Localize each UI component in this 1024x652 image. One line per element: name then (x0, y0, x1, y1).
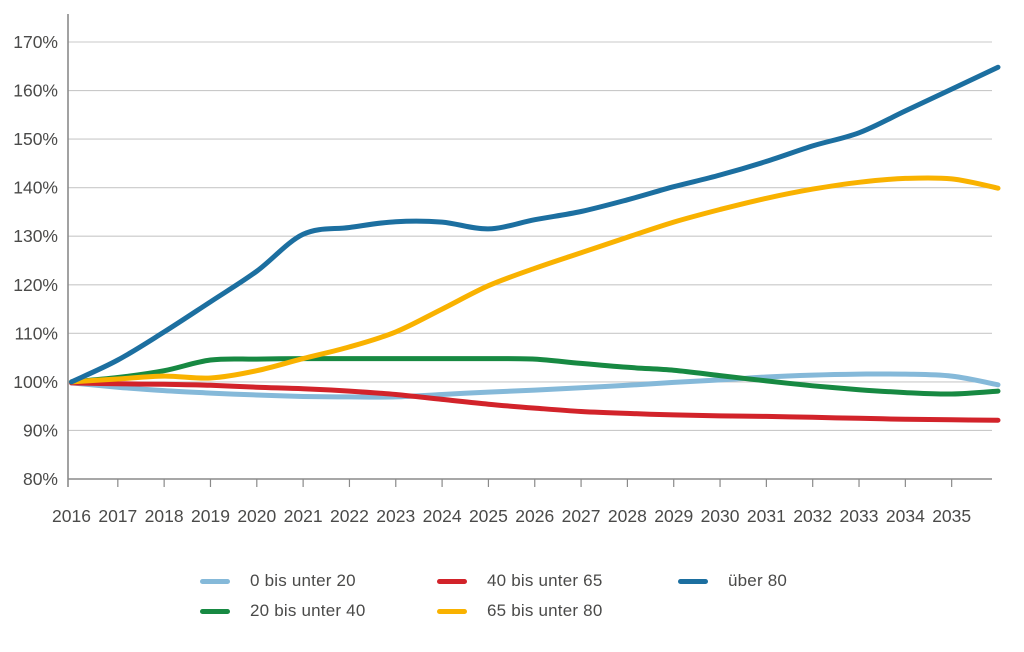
series-line-über-80 (69, 64, 1001, 385)
x-axis-tick-label: 2030 (701, 506, 740, 526)
legend-swatch-dark-blue (678, 578, 708, 584)
legend-swatch-red (437, 578, 467, 584)
x-axis-tick-label: 2020 (237, 506, 276, 526)
x-axis-tick-label: 2018 (145, 506, 184, 526)
y-axis-tick-label: 170% (13, 32, 58, 52)
x-axis-tick-label: 2025 (469, 506, 508, 526)
x-axis-tick-label: 2031 (747, 506, 786, 526)
x-axis-tick-label: 2028 (608, 506, 647, 526)
x-axis-tick-label: 2024 (423, 506, 462, 526)
chart-legend: 0 bis unter 20 20 bis unter 40 40 bis un… (200, 566, 787, 626)
legend-label: über 80 (728, 571, 788, 590)
x-axis-tick-label: 2023 (376, 506, 415, 526)
x-axis-tick-label: 2016 (52, 506, 91, 526)
legend-label: 0 bis unter 20 (250, 571, 356, 590)
x-axis-tick-label: 2029 (654, 506, 693, 526)
y-axis-tick-label: 110% (15, 323, 58, 343)
legend-label: 20 bis unter 40 (250, 601, 366, 620)
legend-swatch-green (200, 608, 230, 614)
y-axis-tick-label: 130% (13, 226, 58, 246)
legend-label: 65 bis unter 80 (487, 601, 603, 620)
x-axis-tick-label: 2032 (793, 506, 832, 526)
x-axis-tick-label: 2017 (98, 506, 137, 526)
series-line-65-bis-unter-80 (69, 175, 1001, 385)
y-axis-tick-label: 90% (23, 420, 58, 440)
x-axis-tick-label: 2019 (191, 506, 230, 526)
x-axis-tick-label: 2022 (330, 506, 369, 526)
y-axis-tick-label: 100% (13, 372, 58, 392)
y-axis-tick-label: 80% (23, 469, 58, 489)
legend-item-20-bis-unter-40: 20 bis unter 40 (200, 596, 437, 626)
y-axis-tick-label: 140% (13, 178, 58, 198)
y-axis-tick-label: 160% (13, 81, 58, 101)
series-line-40-bis-unter-65 (69, 380, 1001, 423)
x-axis-tick-label: 2026 (515, 506, 554, 526)
x-axis-tick-label: 2035 (932, 506, 971, 526)
series-line-0-bis-unter-20 (69, 371, 1001, 400)
y-axis-tick-label: 150% (13, 129, 58, 149)
x-axis-tick-label: 2034 (886, 506, 925, 526)
series-line-20-bis-unter-40 (69, 356, 1001, 397)
legend-label: 40 bis unter 65 (487, 571, 603, 590)
legend-swatch-yellow (437, 608, 467, 614)
x-axis-tick-label: 2027 (562, 506, 601, 526)
legend-item-40-bis-unter-65: 40 bis unter 65 (437, 566, 678, 596)
legend-item-0-bis-unter-20: 0 bis unter 20 (200, 566, 437, 596)
legend-item-65-bis-unter-80: 65 bis unter 80 (437, 596, 678, 626)
legend-swatch-light-blue (200, 578, 230, 584)
x-axis-tick-label: 2021 (284, 506, 323, 526)
y-axis-tick-label: 120% (13, 275, 58, 295)
x-axis-tick-label: 2033 (840, 506, 879, 526)
legend-item-ueber-80: über 80 (678, 566, 787, 596)
